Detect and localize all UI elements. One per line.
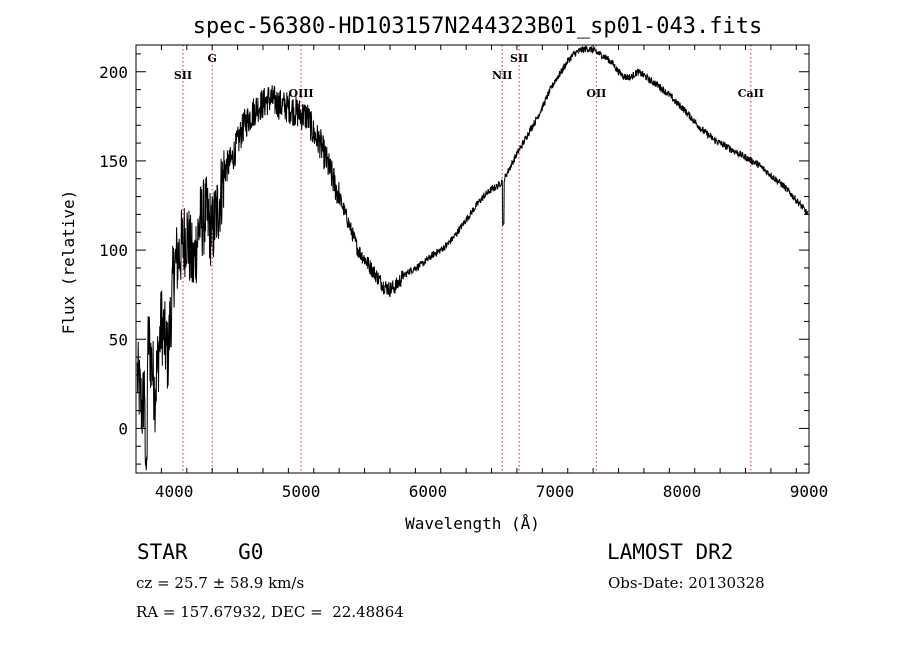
y-tick-label: 0 <box>118 419 128 438</box>
marker-label: OIII <box>289 87 314 100</box>
y-tick-label: 150 <box>99 152 128 171</box>
x-tick-label: 9000 <box>790 482 829 501</box>
radec-label: RA = 157.67932, DEC = 22.48864 <box>136 603 404 621</box>
y-tick-label: 50 <box>109 330 128 349</box>
y-tick-label: 100 <box>99 241 128 260</box>
x-tick-label: 4000 <box>155 482 194 501</box>
obs-date-label: Obs-Date: 20130328 <box>608 574 765 592</box>
survey-label: LAMOST DR2 <box>607 540 734 564</box>
y-axis-label: Flux (relative) <box>59 190 78 335</box>
marker-label: SII <box>174 69 192 82</box>
x-tick-label: 5000 <box>282 482 321 501</box>
marker-label: NII <box>492 69 512 82</box>
redshift-label: cz = 25.7 ± 58.9 km/s <box>136 574 305 592</box>
x-tick-label: 7000 <box>536 482 575 501</box>
spectrum-line <box>136 45 809 471</box>
marker-label: SII <box>510 52 528 65</box>
marker-label: OII <box>586 87 606 100</box>
x-tick-label: 8000 <box>663 482 702 501</box>
marker-label: G <box>207 52 216 65</box>
y-tick-label: 200 <box>99 63 128 82</box>
marker-label: CaII <box>738 87 764 100</box>
chart-title: spec-56380-HD103157N244323B01_sp01-043.f… <box>193 14 763 39</box>
class-label: STAR G0 <box>137 540 264 564</box>
x-tick-label: 6000 <box>409 482 448 501</box>
x-axis-label: Wavelength (Å) <box>405 514 540 533</box>
plot-frame <box>135 44 810 474</box>
